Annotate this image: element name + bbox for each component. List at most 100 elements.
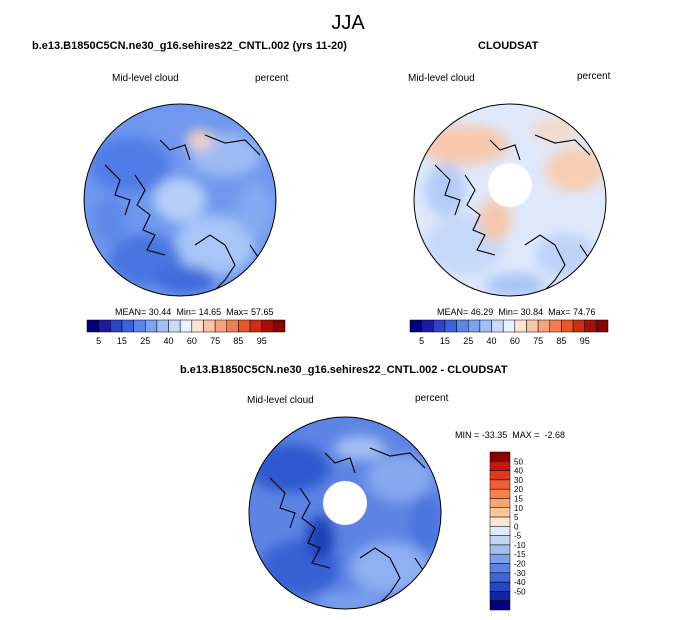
colorbar-swatch: [489, 479, 511, 490]
stat-mean-label: MEAN=: [437, 307, 469, 317]
colorbar-swatch: [168, 319, 181, 333]
stat-min-label: Min=: [498, 307, 519, 317]
colorbar-tick-label: 25: [463, 336, 473, 346]
colorbar-tick-label: 75: [210, 336, 220, 346]
panel-diff-stats: MIN = -33.35 MAX = -2.68: [455, 430, 566, 440]
colorbar-swatch: [433, 319, 446, 333]
colorbar-swatch: [421, 319, 434, 333]
panel-obs-polar-map: [413, 103, 607, 297]
colorbar-tick-label: 15: [440, 336, 450, 346]
stat-mean-value: 30.44: [148, 307, 172, 317]
colorbar-swatch: [491, 319, 504, 333]
colorbar-tick-label: -30: [514, 569, 526, 578]
colorbar-tick-label: 75: [533, 336, 543, 346]
colorbar-swatch: [502, 319, 516, 333]
colorbar-swatch: [489, 461, 511, 471]
panel-diff-variable-label: Mid-level cloud: [247, 395, 314, 406]
obs-colorbar: 5 15 25 40 60 75 85 95: [409, 319, 609, 346]
colorbar-swatch: [489, 553, 511, 564]
colorbar-tick-label: 10: [514, 504, 523, 513]
panel-obs-units-label: percent: [577, 71, 611, 82]
colorbar-swatch: [121, 319, 134, 333]
colorbar-tick-label: 95: [257, 336, 267, 346]
colorbar-tick-label: 5: [419, 336, 424, 346]
stat-mean-value: 46.29: [470, 307, 494, 317]
colorbar-swatch: [514, 319, 527, 333]
panel-diff-units-label: percent: [415, 393, 449, 404]
model-colorbar: 5 15 25 40 60 75 85 95: [86, 319, 286, 346]
panel-model-variable-label: Mid-level cloud: [112, 73, 179, 84]
stat-max-value: 57.65: [250, 307, 274, 317]
colorbar-tick-label: 0: [514, 522, 519, 531]
colorbar-tick-label: 85: [233, 336, 243, 346]
colorbar-swatch: [489, 470, 511, 481]
colorbar-tick-label: 95: [580, 336, 590, 346]
colorbar-swatch: [549, 319, 562, 333]
colorbar-tick-label: -10: [514, 541, 526, 550]
colorbar-tick-label: 25: [140, 336, 150, 346]
colorbar-swatch: [489, 498, 511, 509]
colorbar-tick-label: 5: [514, 513, 519, 522]
colorbar-tick-label: 60: [510, 336, 520, 346]
colorbar-swatch: [489, 488, 511, 499]
colorbar-swatch: [456, 319, 469, 333]
colorbar-swatch: [238, 319, 251, 333]
stat-max-label: Max=: [226, 307, 249, 317]
colorbar-tick-label: -40: [514, 578, 526, 587]
colorbar-swatch: [489, 563, 511, 574]
colorbar-tick-label: -5: [514, 532, 522, 541]
colorbar-swatch: [409, 319, 422, 333]
colorbar-swatch: [249, 319, 262, 333]
colorbar-swatch: [226, 319, 239, 333]
stat-max-value: 74.76: [572, 307, 596, 317]
panel-model-polar-map: [83, 103, 277, 297]
panel-diff-heading: b.e13.B1850C5CN.ne30_g16.sehires22_CNTL.…: [180, 364, 508, 376]
colorbar-swatch: [110, 319, 123, 333]
colorbar-tick-label: 85: [556, 336, 566, 346]
colorbar-tick-label: 20: [514, 485, 523, 494]
colorbar-tick-label: -20: [514, 560, 526, 569]
colorbar-tick-label: 40: [164, 336, 174, 346]
colorbar-swatch: [133, 319, 146, 333]
colorbar-swatch: [572, 319, 585, 333]
stat-min-value: 30.84: [520, 307, 544, 317]
colorbar-swatch: [467, 319, 481, 333]
panel-diff-polar-map: [248, 416, 442, 610]
colorbar-swatch: [273, 319, 286, 333]
colorbar-tick-label: 15: [514, 494, 523, 503]
colorbar-swatch: [489, 581, 511, 592]
colorbar-swatch: [561, 319, 574, 333]
colorbar-swatch: [179, 319, 193, 333]
colorbar-swatch: [489, 516, 511, 527]
colorbar-tick-label: 60: [187, 336, 197, 346]
colorbar-tick-label: 50: [514, 457, 523, 466]
panel-model-stats: MEAN= 30.44 Min= 14.65 Max= 57.65: [115, 307, 273, 317]
colorbar-swatch: [489, 507, 511, 518]
colorbar-tick-label: -15: [514, 550, 526, 559]
colorbar-swatch: [444, 319, 457, 333]
colorbar-swatch: [489, 451, 511, 462]
colorbar-tick-label: 5: [96, 336, 101, 346]
colorbar-swatch: [191, 319, 204, 333]
colorbar-swatch: [489, 544, 511, 555]
colorbar-swatch: [596, 319, 609, 333]
colorbar-swatch: [526, 319, 539, 333]
colorbar-swatch: [214, 319, 228, 333]
colorbar-swatch: [489, 600, 511, 611]
figure-title: JJA: [331, 12, 365, 34]
colorbar-swatch: [144, 319, 158, 333]
colorbar-tick-label: -50: [514, 587, 526, 596]
colorbar-swatch: [489, 526, 511, 536]
colorbar-swatch: [489, 572, 511, 583]
colorbar-swatch: [537, 319, 551, 333]
colorbar-tick-label: 30: [514, 476, 523, 485]
panel-obs-variable-label: Mid-level cloud: [408, 73, 475, 84]
colorbar-swatch: [261, 319, 274, 333]
colorbar-swatch: [489, 591, 511, 601]
colorbar-swatch: [98, 319, 111, 333]
colorbar-swatch: [203, 319, 216, 333]
stat-min-label: Min=: [176, 307, 197, 317]
colorbar-tick-label: 40: [487, 336, 497, 346]
colorbar-swatch: [584, 319, 597, 333]
